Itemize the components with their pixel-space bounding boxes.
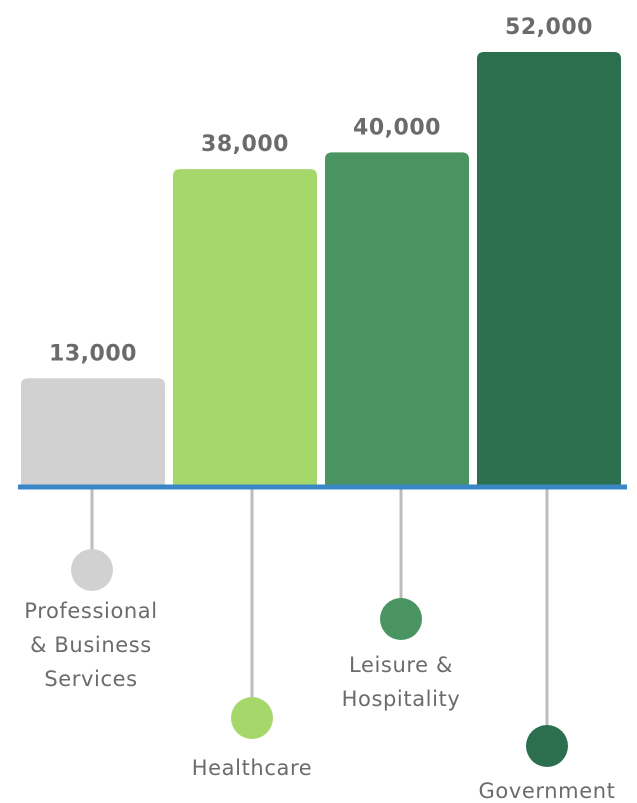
labels-group: 13,000 Professional & Business Services 38,0… — [24, 15, 615, 803]
value-label-leisure: 40,000 — [353, 115, 441, 140]
value-label-healthcare: 38,000 — [201, 132, 289, 157]
bar-government — [477, 52, 621, 487]
bar-professional — [21, 378, 165, 487]
category-label-healthcare: Healthcare — [192, 756, 312, 780]
bar-healthcare — [173, 169, 317, 487]
category-label-professional: Professional & Business Services — [24, 599, 157, 691]
category-label-government: Government — [479, 779, 616, 803]
leader-dot-government — [526, 725, 568, 767]
value-label-government: 52,000 — [505, 15, 593, 40]
bars-group — [21, 52, 621, 487]
leader-dot-leisure — [380, 598, 422, 640]
leader-dot-healthcare — [231, 697, 273, 739]
leader-lines-group — [71, 487, 568, 767]
category-label-leisure: Leisure & Hospitality — [342, 653, 461, 711]
bar-leisure — [325, 152, 469, 487]
value-label-professional: 13,000 — [49, 341, 137, 366]
leader-dot-professional — [71, 549, 113, 591]
